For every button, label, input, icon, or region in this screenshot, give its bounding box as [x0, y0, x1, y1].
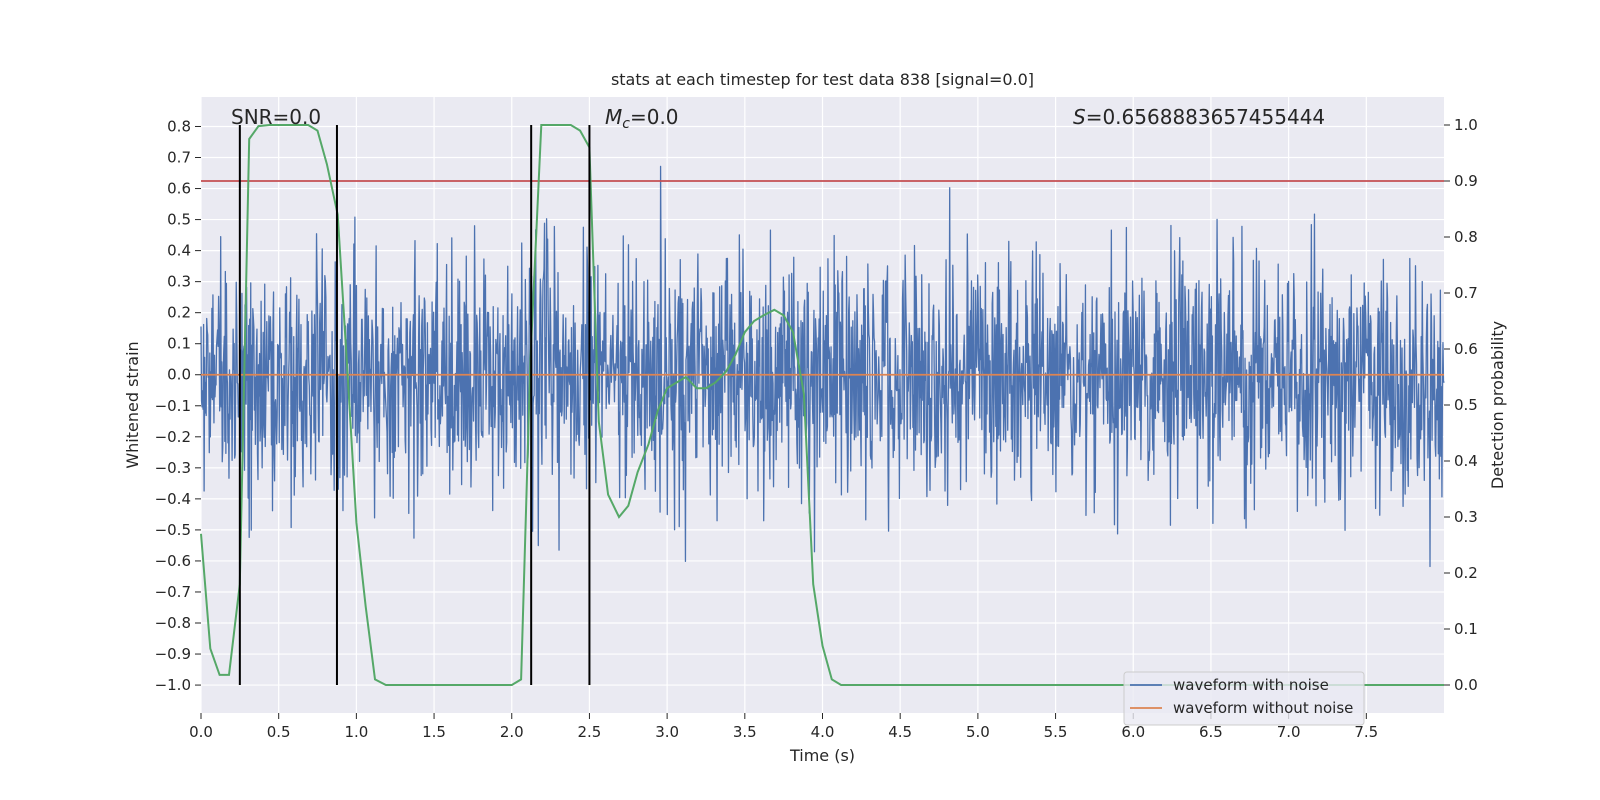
waveform-with-noise-series [200, 165, 1445, 568]
y-right-tick-label: 0.8 [1454, 228, 1478, 246]
x-tick-label: 6.5 [1199, 723, 1223, 741]
x-tick-label: 4.0 [811, 723, 835, 741]
chirp-mass-value: =0.0 [630, 105, 679, 129]
y-right-tick-label: 0.5 [1454, 396, 1478, 414]
chirp-mass-symbol: M [605, 105, 622, 129]
y-tick-label: −0.4 [155, 490, 191, 508]
legend: waveform with noise waveform without noi… [1123, 671, 1365, 726]
y-tick-label: −0.7 [155, 583, 191, 601]
x-tick-label: 2.0 [500, 723, 524, 741]
y-axis-right-label: Detection probability [1488, 321, 1507, 489]
y-tick-label: 0.1 [167, 335, 191, 353]
chirp-mass-subscript: c [622, 116, 630, 132]
y-tick-label: −0.2 [155, 428, 191, 446]
y-axis-label: Whitened strain [123, 341, 142, 468]
x-tick-label: 2.5 [578, 723, 602, 741]
y-tick-label: −0.3 [155, 459, 191, 477]
y-tick-label: 0.7 [167, 149, 191, 167]
y-right-tick-label: 0.0 [1454, 676, 1478, 694]
x-tick-label: 5.5 [1044, 723, 1068, 741]
x-tick-label: 0.5 [267, 723, 291, 741]
x-tick-label: 5.0 [966, 723, 990, 741]
y-tick-label: −0.6 [155, 552, 191, 570]
y-right-tick-label: 0.6 [1454, 340, 1478, 358]
y-tick-label: 0.3 [167, 273, 191, 291]
y-right-tick-label: 0.1 [1454, 620, 1478, 638]
noise-trace [200, 165, 1445, 568]
axes: 0.0 0.5 1.0 1.5 2.0 2.5 3.0 3.5 4.0 4.5 5.0 5.5 6.0 6… [155, 116, 1478, 741]
y-tick-label: 0.6 [167, 180, 191, 198]
y-tick-label: −0.9 [155, 645, 191, 663]
legend-box [1123, 671, 1365, 726]
x-tick-label: 3.5 [733, 723, 757, 741]
y-right-tick-label: 0.7 [1454, 284, 1478, 302]
y-tick-label: −0.8 [155, 614, 191, 632]
legend-label-noise: waveform with noise [1173, 676, 1329, 694]
y-tick-label: −0.1 [155, 397, 191, 415]
y-tick-label: 0.4 [167, 242, 191, 260]
score-annotation: S=0.6568883657455444 [1073, 105, 1325, 129]
y-right-tick-label: 0.4 [1454, 452, 1478, 470]
vertical-marker-lines [238, 125, 591, 685]
x-tick-label: 3.0 [655, 723, 679, 741]
legend-label-clean: waveform without noise [1173, 699, 1353, 717]
x-axis-label: Time (s) [789, 746, 855, 765]
chirp-mass-annotation: Mc=0.0 [605, 105, 679, 132]
chart-title: stats at each timestep for test data 838… [611, 70, 1034, 89]
y-tick-label: −1.0 [155, 676, 191, 694]
x-tick-label: 7.5 [1354, 723, 1378, 741]
x-tick-label: 1.0 [344, 723, 368, 741]
score-value: =0.6568883657455444 [1086, 105, 1325, 129]
y-tick-label: 0.8 [167, 117, 191, 135]
x-tick-label: 6.0 [1121, 723, 1145, 741]
y-right-tick-label: 0.9 [1454, 172, 1478, 190]
y-tick-label: 0.0 [167, 366, 191, 384]
x-tick-label: 0.0 [189, 723, 213, 741]
x-tick-label: 4.5 [888, 723, 912, 741]
y-tick-label: −0.5 [155, 521, 191, 539]
x-tick-label: 7.0 [1277, 723, 1301, 741]
y-right-tick-label: 0.2 [1454, 564, 1478, 582]
snr-annotation: SNR=0.0 [231, 105, 321, 129]
x-tick-label: 1.5 [422, 723, 446, 741]
score-symbol: S [1073, 105, 1086, 129]
y-right-tick-label: 0.3 [1454, 508, 1478, 526]
detection-probability-line [200, 124, 1444, 686]
y-tick-label: 0.2 [167, 304, 191, 322]
y-tick-label: 0.5 [167, 211, 191, 229]
y-right-tick-label: 1.0 [1454, 116, 1478, 134]
